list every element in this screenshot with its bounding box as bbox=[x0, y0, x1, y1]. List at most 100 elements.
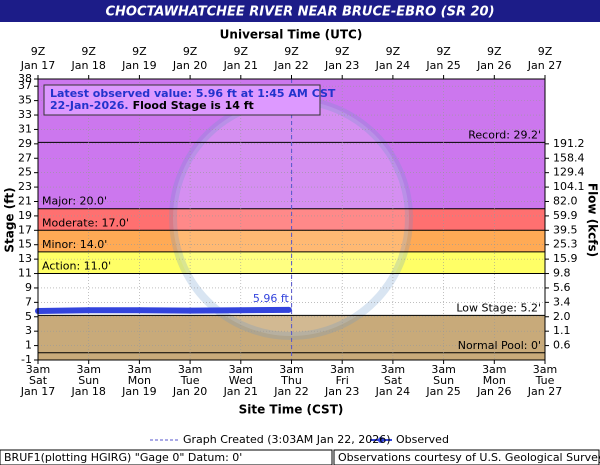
value-label: 5.96 ft bbox=[253, 292, 290, 305]
x-tick-weekday: Sat bbox=[384, 374, 403, 387]
y-tick-label: 25 bbox=[18, 166, 32, 179]
x-axis-title: Site Time (CST) bbox=[239, 403, 344, 417]
x-tick-date: Jan 20 bbox=[172, 385, 207, 398]
top-axis-title: Universal Time (UTC) bbox=[220, 28, 363, 42]
legend-label: Observed bbox=[396, 433, 449, 446]
observed-point bbox=[285, 306, 292, 313]
x-tick-weekday: Thu bbox=[280, 374, 302, 387]
annotation-line1: Latest observed value: 5.96 ft at 1:45 A… bbox=[50, 87, 336, 100]
legend-marker bbox=[378, 437, 384, 443]
footer-right-box bbox=[333, 449, 600, 465]
y-tick-label: 3 bbox=[25, 324, 32, 337]
x-tick-weekday: Sat bbox=[29, 374, 48, 387]
top-x-tick-time: 9Z bbox=[31, 45, 46, 58]
threshold-label: Normal Pool: 0' bbox=[458, 339, 541, 352]
x-tick-time: 3am bbox=[229, 363, 253, 376]
x-tick-weekday: Mon bbox=[128, 374, 151, 387]
footer-right: Observations courtesy of U.S. Geological… bbox=[338, 451, 600, 464]
observed-point bbox=[85, 307, 92, 314]
x-tick-date: Jan 27 bbox=[527, 385, 562, 398]
threshold-label: Action: 11.0' bbox=[42, 260, 111, 273]
x-tick-time: 3am bbox=[26, 363, 50, 376]
observed-point bbox=[187, 307, 194, 314]
top-x-tick-date: Jan 25 bbox=[425, 59, 460, 72]
footer-left-box bbox=[0, 449, 333, 465]
threshold-label: Minor: 14.0' bbox=[42, 238, 107, 251]
top-x-tick-time: 9Z bbox=[234, 45, 249, 58]
y-tick-label: 37 bbox=[18, 79, 32, 92]
y-tick-label: 7 bbox=[25, 295, 32, 308]
x-tick-time: 3am bbox=[279, 363, 303, 376]
x-tick-time: 3am bbox=[178, 363, 202, 376]
top-x-tick-time: 9Z bbox=[284, 45, 299, 58]
y-tick-label: 17 bbox=[18, 223, 32, 236]
x-tick-time: 3am bbox=[431, 363, 455, 376]
x-tick-time: 3am bbox=[76, 363, 100, 376]
y2-tick-label: 129.4 bbox=[553, 166, 585, 179]
top-x-tick-date: Jan 19 bbox=[121, 59, 156, 72]
threshold-label: Low Stage: 5.2' bbox=[456, 301, 541, 314]
x-tick-date: Jan 19 bbox=[121, 385, 156, 398]
x-tick-weekday: Tue bbox=[535, 374, 555, 387]
footer-left: BRUF1(plotting HGIRG) "Gage 0" Datum: 0' bbox=[4, 451, 242, 464]
x-tick-date: Jan 26 bbox=[476, 385, 511, 398]
watermark bbox=[169, 96, 413, 340]
y2-axis-title: Flow (kcfs) bbox=[586, 183, 600, 257]
y-tick-label: 15 bbox=[18, 238, 32, 251]
observed-point bbox=[136, 307, 143, 314]
x-tick-date: Jan 24 bbox=[375, 385, 410, 398]
top-x-tick-time: 9Z bbox=[436, 45, 451, 58]
x-tick-date: Jan 25 bbox=[425, 385, 460, 398]
y-tick-label: 23 bbox=[18, 180, 32, 193]
top-x-tick-date: Jan 21 bbox=[223, 59, 258, 72]
top-x-tick-time: 9Z bbox=[335, 45, 350, 58]
top-x-tick-date: Jan 23 bbox=[324, 59, 359, 72]
threshold-label: Moderate: 17.0' bbox=[42, 216, 129, 229]
top-x-tick-time: 9Z bbox=[538, 45, 553, 58]
annotation-date: 22-Jan-2026. bbox=[50, 99, 129, 112]
annotation-flood: Flood Stage is 14 ft bbox=[133, 99, 254, 112]
y2-tick-label: 39.5 bbox=[553, 223, 578, 236]
title-bar bbox=[0, 0, 600, 22]
y-tick-label: 33 bbox=[18, 108, 32, 121]
y2-tick-label: 5.6 bbox=[553, 281, 571, 294]
top-x-tick-time: 9Z bbox=[386, 45, 401, 58]
y-axis-title: Stage (ft) bbox=[3, 187, 17, 252]
x-tick-weekday: Fri bbox=[336, 374, 349, 387]
y2-tick-label: 25.3 bbox=[553, 238, 578, 251]
top-x-tick-time: 9Z bbox=[81, 45, 96, 58]
top-x-tick-date: Jan 24 bbox=[375, 59, 410, 72]
threshold-label: Record: 29.2' bbox=[468, 128, 541, 141]
legend-label: Graph Created (3:03AM Jan 22, 2026) bbox=[183, 433, 391, 446]
y-tick-label: 31 bbox=[18, 122, 32, 135]
y2-tick-label: 1.1 bbox=[553, 324, 571, 337]
top-x-tick-date: Jan 27 bbox=[527, 59, 562, 72]
x-tick-time: 3am bbox=[330, 363, 354, 376]
y-tick-label: 38 bbox=[18, 72, 32, 85]
x-tick-date: Jan 22 bbox=[273, 385, 308, 398]
x-tick-weekday: Sun bbox=[433, 374, 454, 387]
top-x-tick-date: Jan 18 bbox=[70, 59, 105, 72]
annotation-line2: 22-Jan-2026. Flood Stage is 14 ft bbox=[50, 99, 254, 112]
y2-tick-label: 0.6 bbox=[553, 339, 571, 352]
observed-line bbox=[37, 306, 289, 315]
y2-tick-label: 3.4 bbox=[553, 295, 571, 308]
x-tick-date: Jan 21 bbox=[223, 385, 258, 398]
x-tick-date: Jan 18 bbox=[70, 385, 105, 398]
y2-tick-label: 82.0 bbox=[553, 194, 578, 207]
x-tick-weekday: Wed bbox=[229, 374, 253, 387]
y-tick-label: 35 bbox=[18, 94, 32, 107]
chart-title: CHOCTAWHATCHEE RIVER NEAR BRUCE-EBRO (SR… bbox=[105, 5, 494, 20]
y-tick-label: 21 bbox=[18, 194, 32, 207]
y-tick-label: 27 bbox=[18, 151, 32, 164]
x-tick-time: 3am bbox=[381, 363, 405, 376]
top-x-tick-time: 9Z bbox=[132, 45, 147, 58]
x-tick-time: 3am bbox=[533, 363, 557, 376]
y2-tick-label: 158.4 bbox=[553, 151, 585, 164]
y2-tick-label: 2.0 bbox=[553, 310, 571, 323]
y-tick-label: 1 bbox=[25, 339, 32, 352]
threshold-label: Major: 20.0' bbox=[42, 195, 107, 208]
top-x-tick-date: Jan 26 bbox=[476, 59, 511, 72]
x-tick-time: 3am bbox=[482, 363, 506, 376]
